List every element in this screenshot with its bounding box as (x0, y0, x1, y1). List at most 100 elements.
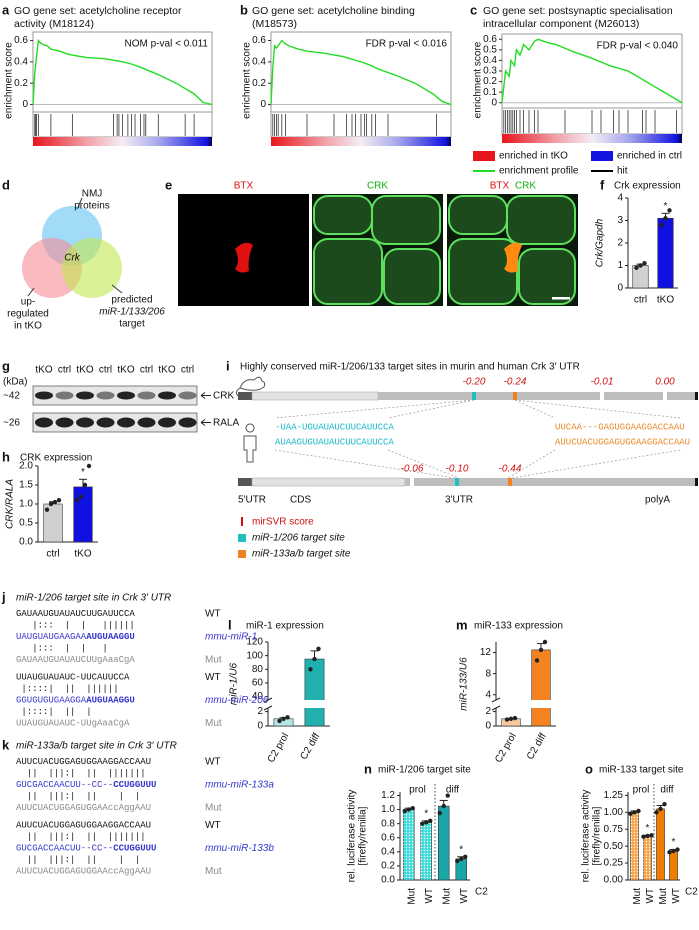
y-tick-label: 0.8 (381, 818, 395, 829)
legend-swatch (241, 517, 243, 526)
utr3 (378, 392, 695, 400)
cds (251, 477, 406, 487)
y-tick-label: 0.2 (14, 78, 28, 89)
image-label: CRK (515, 181, 536, 192)
data-point (281, 716, 286, 721)
chart-title: miR-133 target site (599, 765, 684, 776)
sequence: || |||:| || ||||||| (16, 769, 146, 779)
sequence-line: |::: | | |||||| (16, 621, 135, 631)
sequence-line: |::::| || |||||| (16, 684, 119, 694)
y-tick-label: 2 (485, 706, 491, 717)
utr5 (238, 478, 252, 486)
sequence-line: UUAUGUAUAUC-UUCAUUCCA (16, 673, 130, 683)
mirsvr-score: -0.20 (463, 377, 486, 388)
connector (514, 399, 681, 419)
panel-letter: a (2, 2, 10, 17)
sequence-line: UUAUGUAUAUC-UUgAaaCgA (16, 719, 130, 729)
utr3 (405, 478, 695, 486)
cell-outline (518, 248, 576, 305)
panel-letter: h (2, 449, 10, 464)
mirsvr-score: -0.24 (504, 377, 527, 388)
data-point (277, 718, 282, 724)
data-point (406, 807, 411, 812)
sequence: GAUAAUGUAUAUCUUGAUUCCA (16, 609, 135, 619)
venn-label: predicted (111, 295, 152, 306)
bar (73, 486, 93, 543)
bar (438, 805, 450, 881)
y-tick-label: 0.0 (381, 875, 395, 886)
y-axis-label: enrichment score (242, 42, 253, 119)
data-point (56, 498, 62, 503)
x-tick-label: C2 prol (493, 731, 519, 764)
sequence: || |||:| || ||||||| (16, 832, 146, 842)
data-point (667, 850, 672, 855)
y-tick-label: 120 (246, 637, 263, 648)
x-tick-label: ctrl (634, 295, 647, 306)
y-tick-label: 0.5 (19, 518, 33, 529)
sequence-line: GAUAAUGUAUAUCUUGAUUCCA (16, 609, 135, 619)
y-tick-label: 0.2 (381, 861, 395, 872)
data-point (410, 805, 415, 811)
data-point (459, 856, 464, 862)
sequence-line: |::::| || | (16, 707, 92, 717)
panel-letter: f (600, 177, 605, 192)
arrow (200, 392, 211, 399)
panel-letter: c (470, 2, 477, 17)
sequence-label: mmu-miR-206 (205, 695, 269, 706)
y-tick-label: 0.0 (19, 537, 33, 548)
target-site (663, 392, 667, 400)
break-mark (263, 697, 273, 703)
significance: * (672, 837, 676, 848)
venn-label: NMJ (82, 189, 103, 200)
target-site (472, 392, 476, 400)
data-point (424, 820, 429, 825)
connector (274, 399, 475, 419)
sequence-label: mmu-miR-1 (205, 632, 257, 643)
x-tick-label: WT (671, 888, 682, 904)
cell-outline (506, 195, 576, 245)
sequence: AUUCUACUGGAGUGGAAGGACCAAU (16, 757, 151, 767)
rank-colorbar (33, 137, 212, 146)
data-point (78, 494, 84, 499)
size-label: ~26 (3, 418, 20, 429)
data-point (441, 803, 446, 809)
blot-band (117, 391, 135, 400)
chart-title: miR-133 expression (474, 621, 563, 632)
protein-label: RALA (213, 418, 239, 429)
mirsvr-score: -0.01 (591, 377, 614, 388)
sequence: |::: | | | (16, 644, 108, 654)
image-label: BTX (234, 181, 254, 192)
bar (304, 658, 325, 727)
y-tick-label: 0.50 (604, 841, 624, 852)
significance: * (664, 201, 668, 212)
sequence-line: GGUGUGUGAAGGAAUGUAAGGU (16, 696, 135, 706)
y-tick-label: 80 (252, 664, 264, 675)
panel-letter: l (228, 617, 232, 632)
group-label: diff (446, 785, 459, 796)
break-mark (263, 705, 273, 711)
image-label: CRK (367, 181, 388, 192)
enrichment-line (32, 38, 213, 106)
sequence-label: Mut (205, 718, 222, 729)
y-tick-label: 60 (252, 678, 264, 689)
sequence: -UAA-UGUAUAUCUUCAUUCCA (275, 422, 394, 432)
venn-label: regulated (7, 309, 49, 320)
lane-label: tKO (76, 365, 93, 376)
sequence-line: UAUGUAUGAAGAAAUGUAAGGU (16, 632, 135, 642)
chart-title: GO gene set: acetylcholine receptor (14, 5, 182, 17)
region-label: 3'UTR (445, 495, 473, 506)
data-point (658, 806, 663, 812)
blot-band (178, 417, 197, 428)
legend-swatch (238, 550, 246, 558)
scale-bar (552, 297, 570, 300)
seed-sequence: AUGUAAGGU (86, 696, 135, 706)
sequence: |::::| || |||||| (16, 684, 119, 694)
sequence-line: GUCGACCAACUU--CC--CCUGGUUU (16, 780, 156, 790)
data-point (508, 716, 514, 721)
chart-title: activity (M18124) (14, 18, 94, 30)
chart-title: CRK expression (20, 453, 92, 464)
data-point (308, 667, 313, 672)
sequence-label: WT (205, 820, 221, 831)
y-tick-label: 0.4 (14, 57, 28, 68)
